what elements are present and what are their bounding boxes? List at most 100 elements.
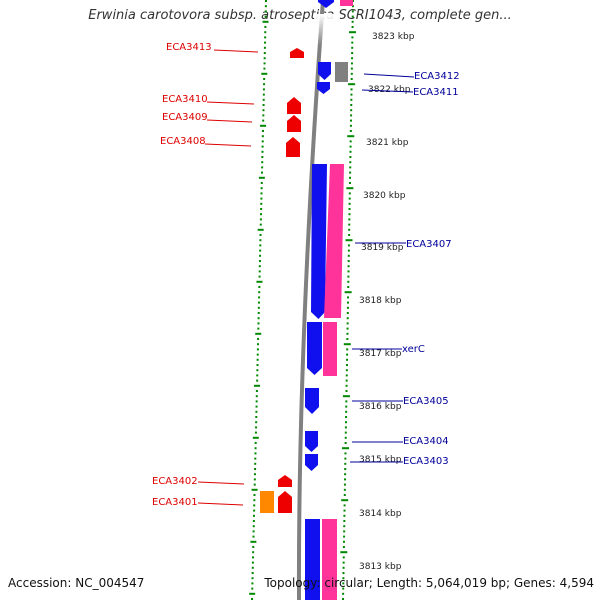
ring-dot — [259, 254, 262, 257]
gene-arrow[interactable] — [318, 0, 334, 8]
gene-arrow-ECA3401[interactable] — [278, 491, 292, 513]
ring-dot — [350, 109, 353, 112]
ring-dot — [350, 72, 353, 75]
ring-dot — [347, 260, 350, 262]
ring-dot — [348, 83, 356, 86]
ring-dot — [345, 390, 348, 392]
ring-dot — [348, 202, 351, 205]
gene-label-ECA3403[interactable]: ECA3403 — [403, 456, 449, 467]
ring-dot — [345, 405, 348, 408]
gene-arrow[interactable] — [340, 0, 353, 6]
ring-dot — [347, 270, 350, 273]
gene-label-ECA3407[interactable]: ECA3407 — [406, 239, 452, 250]
gene-arrow-xerC[interactable] — [307, 322, 322, 375]
ring-dot — [255, 421, 258, 424]
ring-dot — [349, 150, 352, 153]
gene-arrow-ECA3412[interactable] — [318, 62, 331, 80]
ring-dot — [350, 98, 353, 101]
ring-dot — [263, 62, 266, 65]
ring-dot — [259, 218, 262, 221]
kbp-scale: 3823 kbp 3822 kbp 3821 kbp 3820 kbp 3819 kbp… — [359, 32, 415, 572]
gene-label-ECA3402[interactable]: ECA3402 — [152, 476, 198, 487]
ring-dot — [348, 213, 351, 216]
gene-arrow[interactable] — [322, 519, 337, 600]
gene-arrow[interactable] — [305, 519, 320, 600]
kbp-tick-label: 3815 kbp — [359, 455, 402, 465]
gene-arrow-ECA3402[interactable] — [278, 475, 292, 487]
ring-dot — [344, 291, 352, 294]
ring-dot — [252, 546, 255, 548]
gene-label-ECA3408[interactable]: ECA3408 — [160, 136, 206, 147]
gene-arrow-ECA3404[interactable] — [305, 431, 318, 452]
gene-arrow-ECA3408[interactable] — [286, 137, 300, 157]
reverse-strand-genes — [260, 48, 304, 513]
gene-arrow-ECA3411[interactable] — [317, 82, 330, 94]
gene-arrow-ECA3403[interactable] — [305, 454, 318, 471]
kbp-tick-label: 3818 kbp — [359, 296, 402, 306]
ring-dot — [261, 145, 264, 148]
ring-dot — [252, 514, 255, 517]
ring-dot — [257, 312, 260, 314]
ring-dot — [264, 10, 267, 13]
ring-dot — [346, 301, 349, 304]
ring-dot — [351, 20, 354, 23]
ring-dot — [349, 176, 352, 179]
gene-arrow-ECA3410[interactable] — [287, 97, 301, 114]
kbp-tick-label: 3816 kbp — [359, 402, 402, 412]
ring-dot — [351, 15, 354, 18]
gene-arrow-ECA3412b[interactable] — [335, 62, 348, 82]
ring-dot — [342, 546, 345, 548]
ring-dot — [351, 36, 354, 39]
ring-dot — [256, 343, 259, 346]
ring-dot — [262, 88, 265, 91]
ring-dot — [251, 572, 254, 574]
ring-dot — [252, 535, 255, 538]
ring-dot — [251, 582, 254, 585]
gene-label-ECA3401[interactable]: ECA3401 — [152, 497, 198, 508]
ring-dot — [252, 556, 255, 559]
ring-dot — [259, 234, 262, 236]
ring-dot — [256, 358, 259, 361]
ring-dot — [340, 551, 348, 554]
gene-arrow-ECA3407[interactable] — [311, 164, 327, 319]
ring-dot — [341, 499, 349, 502]
callout-line — [197, 502, 244, 506]
ring-dot — [344, 442, 347, 444]
ring-dot — [350, 78, 353, 80]
ring-dot — [346, 338, 349, 340]
ring-dot — [344, 462, 347, 465]
ring-dot — [258, 265, 261, 268]
gene-label-xerC[interactable]: xerC — [402, 344, 425, 355]
ring-dot — [347, 280, 350, 283]
ring-dot — [351, 41, 354, 44]
ring-dot — [345, 364, 348, 366]
ring-dot — [348, 182, 351, 184]
gene-arrow-pink-1[interactable] — [324, 164, 344, 318]
gene-arrow-ECA3401b[interactable] — [260, 491, 274, 513]
ring-dot — [259, 223, 262, 226]
ring-dot — [346, 317, 349, 320]
gene-arrow-pink-2[interactable] — [323, 322, 337, 376]
ring-dot — [342, 566, 345, 569]
gene-label-ECA3410[interactable]: ECA3410 — [162, 94, 208, 105]
ring-dot — [253, 504, 256, 507]
gene-label-ECA3413[interactable]: ECA3413 — [166, 42, 212, 53]
gene-label-ECA3412[interactable]: ECA3412 — [414, 71, 460, 82]
ring-dot — [254, 447, 257, 450]
ring-dot — [259, 244, 262, 247]
gene-arrow-ECA3405[interactable] — [305, 388, 319, 414]
gene-label-ECA3404[interactable]: ECA3404 — [403, 436, 449, 447]
gene-arrow-ECA3409[interactable] — [287, 115, 301, 132]
gene-label-ECA3411[interactable]: ECA3411 — [413, 87, 459, 98]
ring-dot — [253, 473, 256, 476]
gene-label-ECA3405[interactable]: ECA3405 — [403, 396, 449, 407]
gene-label-ECA3409[interactable]: ECA3409 — [162, 112, 208, 123]
ring-dot — [252, 525, 255, 528]
gene-arrow-ECA3413[interactable] — [290, 48, 304, 58]
ring-dot — [349, 130, 352, 132]
ring-dot — [261, 135, 264, 138]
ring-dot — [255, 332, 262, 335]
ring-dot — [250, 540, 257, 543]
ring-dot — [346, 306, 349, 309]
ring-dot — [343, 509, 346, 512]
